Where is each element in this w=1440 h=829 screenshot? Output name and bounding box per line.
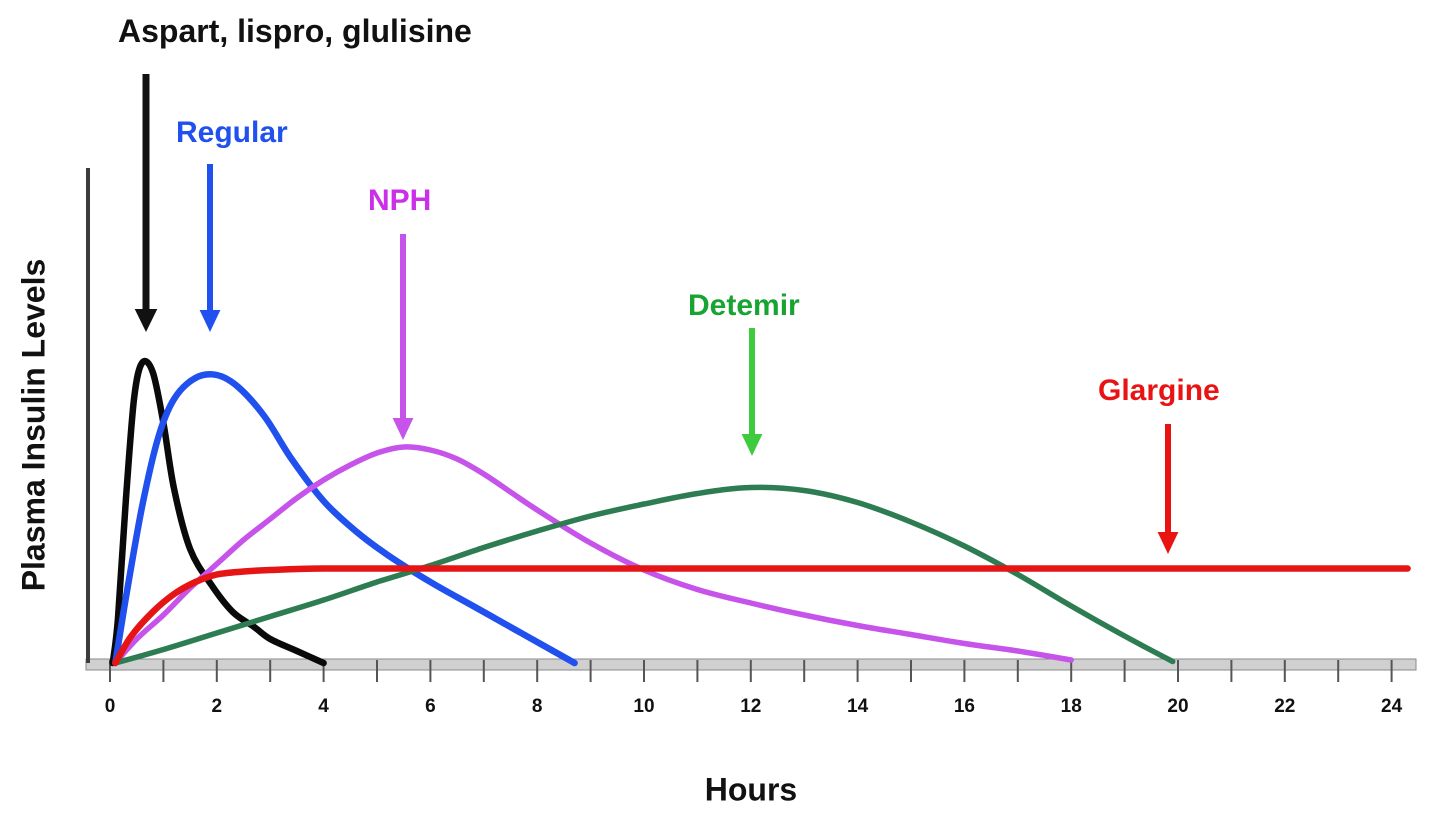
x-axis-label: Hours [704, 771, 798, 808]
y-axis-label: Plasma Insulin Levels [15, 258, 52, 592]
x-tick-label-12: 12 [740, 696, 761, 717]
x-tick-label-8: 8 [532, 696, 543, 717]
annotation-detemir-arrowhead [741, 434, 763, 456]
x-tick-label-2: 2 [212, 696, 223, 717]
annotation-nph-arrowhead [392, 418, 414, 440]
x-tick-label-6: 6 [425, 696, 436, 717]
x-tick-label-14: 14 [847, 696, 869, 717]
x-tick-label-18: 18 [1061, 696, 1082, 717]
curve-regular [112, 370, 578, 667]
x-tick-label-20: 20 [1167, 696, 1188, 717]
x-tick-label-0: 0 [105, 696, 116, 717]
x-tick-label-10: 10 [633, 696, 654, 717]
x-tick-label-16: 16 [954, 696, 975, 717]
x-tick-label-22: 22 [1274, 696, 1295, 717]
annotation-nph-label: NPH [368, 184, 432, 217]
annotation-glargine-label: Glargine [1098, 374, 1220, 407]
annotation-regular-label: Regular [176, 116, 288, 149]
x-tick-label-4: 4 [318, 696, 329, 717]
curve-aspart-lispro-glulisine [109, 357, 327, 667]
annotation-regular-arrowhead [199, 310, 221, 332]
annotation-detemir-label: Detemir [688, 289, 800, 322]
annotation-aspart-lispro-glulisine-label: Aspart, lispro, glulisine [118, 13, 472, 49]
x-tick-label-24: 24 [1381, 696, 1403, 717]
annotation-aspart-lispro-glulisine-arrowhead [134, 309, 158, 332]
y-axis-line [86, 168, 90, 663]
curve-nph [112, 444, 1074, 666]
curve-glargine [112, 565, 1411, 667]
annotation-glargine-arrowhead [1157, 532, 1179, 554]
